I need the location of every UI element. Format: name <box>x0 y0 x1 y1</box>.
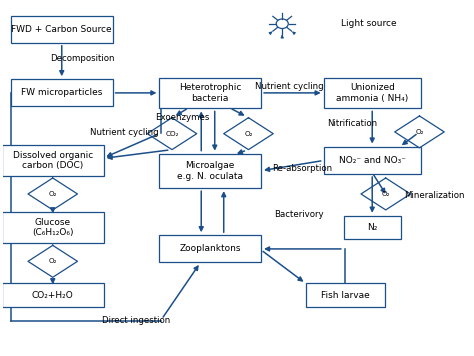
Polygon shape <box>395 116 444 148</box>
Text: Nitrification: Nitrification <box>327 119 377 127</box>
FancyBboxPatch shape <box>159 154 261 188</box>
Text: O₂: O₂ <box>382 191 390 197</box>
FancyBboxPatch shape <box>344 216 401 239</box>
Text: Fish larvae: Fish larvae <box>321 290 370 299</box>
Text: Bacterivory: Bacterivory <box>274 210 324 219</box>
Text: CO₂+H₂O: CO₂+H₂O <box>32 290 73 299</box>
FancyBboxPatch shape <box>306 283 385 307</box>
Text: Zooplanktons: Zooplanktons <box>180 245 241 253</box>
FancyBboxPatch shape <box>11 79 113 106</box>
Text: Heterotrophic
bacteria: Heterotrophic bacteria <box>179 83 241 103</box>
Text: Nutrient cycling: Nutrient cycling <box>91 129 159 137</box>
Text: Dissolved organic
carbon (DOC): Dissolved organic carbon (DOC) <box>13 151 93 170</box>
Text: O₂: O₂ <box>48 191 57 197</box>
Polygon shape <box>28 245 77 277</box>
Text: O₂: O₂ <box>48 258 57 265</box>
FancyBboxPatch shape <box>159 235 261 262</box>
Text: FW microparticles: FW microparticles <box>21 88 102 98</box>
Text: Decomposition: Decomposition <box>50 54 114 63</box>
Text: O₂: O₂ <box>244 131 253 137</box>
Text: Direct ingestion: Direct ingestion <box>102 316 170 325</box>
FancyBboxPatch shape <box>2 145 104 176</box>
Polygon shape <box>28 178 77 210</box>
Text: Nutrient cycling: Nutrient cycling <box>255 82 323 91</box>
FancyBboxPatch shape <box>324 78 421 108</box>
Text: Exoenzymes: Exoenzymes <box>155 112 210 121</box>
FancyBboxPatch shape <box>2 213 104 243</box>
FancyBboxPatch shape <box>324 147 421 174</box>
FancyBboxPatch shape <box>2 283 104 307</box>
Text: Microalgae
e.g. N. oculata: Microalgae e.g. N. oculata <box>177 161 243 180</box>
Text: Mineralization: Mineralization <box>404 190 464 199</box>
Polygon shape <box>147 118 197 150</box>
FancyBboxPatch shape <box>11 16 113 42</box>
Text: Light source: Light source <box>341 19 396 28</box>
Text: Re-absorption: Re-absorption <box>273 163 333 173</box>
Text: N₂: N₂ <box>367 223 377 232</box>
Text: Glucose
(C₆H₁₂O₆): Glucose (C₆H₁₂O₆) <box>32 218 73 237</box>
Text: CO₂: CO₂ <box>165 131 179 137</box>
Text: Unionized
ammonia ( NH₄): Unionized ammonia ( NH₄) <box>336 83 408 103</box>
Text: NO₂⁻ and NO₃⁻: NO₂⁻ and NO₃⁻ <box>339 156 406 165</box>
Text: FWD + Carbon Source: FWD + Carbon Source <box>11 25 112 33</box>
Polygon shape <box>361 178 410 210</box>
Polygon shape <box>224 118 273 150</box>
Text: O₂: O₂ <box>415 129 424 135</box>
FancyBboxPatch shape <box>159 78 261 108</box>
